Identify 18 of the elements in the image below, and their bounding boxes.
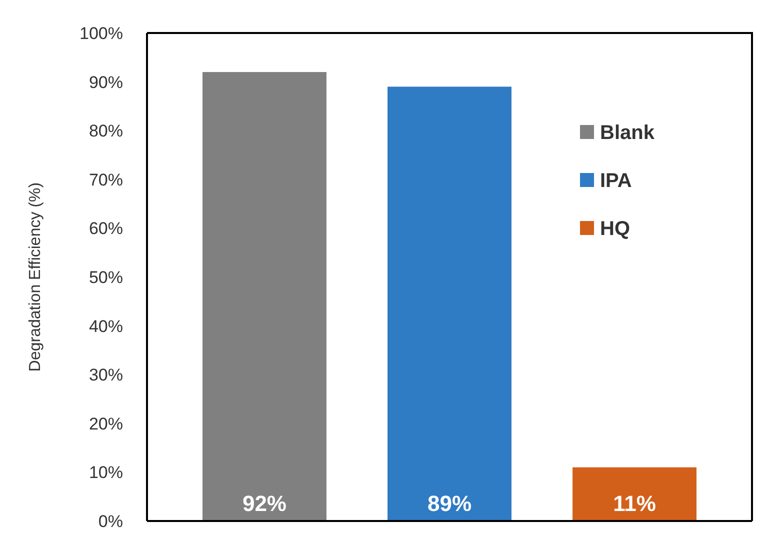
y-tick-label: 90% [88,72,123,92]
y-tick-label: 0% [98,512,123,531]
y-tick-label: 30% [88,366,123,385]
y-axis-title: Degradation Efficiency (%) [27,182,44,372]
y-tick-label: 70% [88,170,123,190]
y-tick-label: 50% [88,268,123,287]
y-tick-label: 60% [88,219,123,238]
legend-label: IPA [600,170,632,192]
y-tick-label: 100% [80,24,123,43]
data-label: 11% [613,491,656,516]
y-tick-label: 80% [88,122,123,141]
legend-label: Blank [600,122,656,144]
y-tick-label: 10% [88,463,123,482]
data-label: 92% [242,491,287,516]
legend-label: HQ [600,218,630,240]
y-tick-label: 40% [88,316,123,336]
y-tick-label: 20% [88,414,123,434]
data-label: 89% [427,491,472,516]
